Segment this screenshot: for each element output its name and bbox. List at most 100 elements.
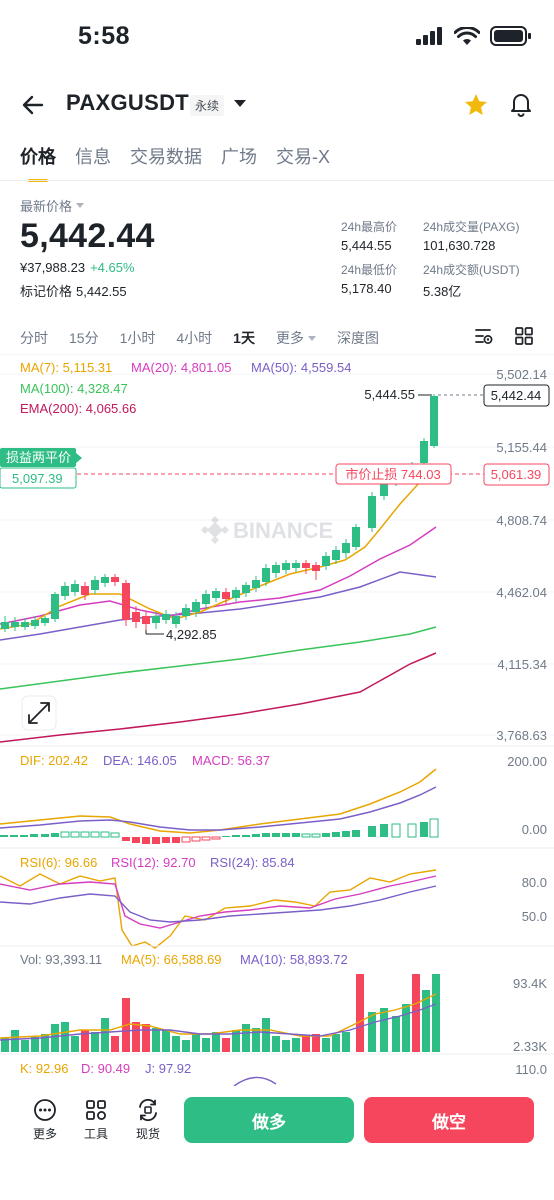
stat-turnover-value: 5.38亿 [423,284,462,299]
mark-price-value: 5,442.55 [76,284,127,299]
rsi6-line [0,869,437,949]
stat-volume-label: 24h成交量(PAXG) [423,220,520,234]
timeframe-line[interactable]: 分时 [20,330,48,346]
candle-up [242,582,250,597]
indicator-settings-icon[interactable] [474,326,494,346]
timeframe-4h[interactable]: 4小时 [176,330,213,346]
pair-title[interactable]: PAXGUSDT [66,90,190,115]
stop-loss-price-tag [483,463,550,486]
candle-up [41,616,49,626]
stat-volume: 24h成交量(PAXG) 101,630.728 [423,218,554,253]
tools-button[interactable]: 工具 [76,1098,116,1142]
macd-value-label: MACD: 56.37 [192,753,270,768]
tab-trading-x[interactable]: 交易-X [276,147,330,167]
candle-down [111,574,119,586]
candle-up [172,612,180,628]
last-price-label[interactable]: 最新价格 [20,196,155,215]
more-menu-button[interactable]: 更多 [25,1098,65,1142]
back-arrow-icon[interactable] [20,92,46,118]
mark-price: 标记价格 5,442.55 [20,281,155,300]
kdj-d-label: D: 90.49 [81,1061,130,1076]
candle-up [342,539,350,558]
volume-axis-top: 93.4K [513,976,547,991]
ma20-label: MA(20): 4,801.05 [131,360,231,375]
bottom-action-bar: 更多 工具 现货 做多 做空 [0,1088,554,1200]
timeframe-more-dropdown-icon [307,335,316,341]
wifi-icon [454,26,480,45]
ma20-line [0,526,437,625]
candle-up [212,588,220,602]
open-long-button[interactable]: 做多 [184,1097,354,1143]
status-bar: 5:58 [0,0,554,70]
candle-down [312,562,320,580]
spot-label: 现货 [135,1127,160,1141]
layout-grid-icon[interactable] [514,326,534,346]
more-menu-label: 更多 [32,1127,57,1141]
depth-chart-tab[interactable]: 深度图 [336,330,379,346]
candle-up [420,438,428,466]
stat-high-value: 5,444.55 [341,238,392,253]
candle-up [71,580,79,596]
macd-dif-line [0,768,437,834]
candle-up [1,616,9,632]
stat-high-label: 24h最高价 [341,220,398,234]
kline-chart[interactable]: BINANCE MA(7): 5,115.31 MA(20): 4,801.05… [0,354,554,1086]
open-short-button[interactable]: 做空 [364,1097,534,1143]
stop-loss-order-text: 市价止损 744.03 [345,467,440,482]
timeframe-1h[interactable]: 1小时 [119,330,156,346]
rsi12-label: RSI(12): 92.70 [111,855,196,870]
notification-bell-icon[interactable] [509,91,533,117]
tab-trading-data[interactable]: 交易数据 [130,147,202,167]
candle-up [232,587,240,602]
fullscreen-expand-icon[interactable] [21,695,57,731]
low-price-marker: 4,292.85 [166,627,217,642]
timeframe-more[interactable]: 更多 [276,328,316,348]
price-axis-label: 4,462.04 [496,585,547,600]
ema200-label: EMA(200): 4,065.66 [20,401,136,416]
ma7-line [0,468,437,630]
breakeven-tag[interactable]: 损益两平价 5,097.39 [0,448,82,489]
rsi12-line [0,875,437,929]
volume-ma10-label: MA(10): 58,893.72 [240,952,348,967]
macd-axis-zero: 0.00 [522,822,547,837]
rsi24-line [0,885,437,923]
last-price: 5,442.44 [20,217,155,255]
candle-up [272,562,280,578]
tab-square[interactable]: 广场 [221,147,257,167]
pair-dropdown-icon[interactable] [234,100,246,107]
stat-volume-value: 101,630.728 [423,238,496,253]
candle-up [31,616,39,629]
favorite-star-icon[interactable] [463,92,489,118]
kdj-j-label: J: 97.92 [145,1061,191,1076]
spot-button[interactable]: 现货 [128,1098,168,1142]
timeframe-more-label: 更多 [275,330,304,346]
tools-grid-icon [86,1100,106,1120]
candle-up [162,610,170,624]
rsi-axis-50: 50.0 [522,909,547,924]
candle-up [262,564,270,586]
candle-up [282,560,290,574]
ma100-label: MA(100): 4,328.47 [20,381,128,396]
stop-loss-order-tag[interactable] [335,463,452,485]
ma100-line [0,626,437,690]
tools-label: 工具 [83,1127,108,1141]
tabs-divider [0,180,554,181]
candle-down [81,582,89,600]
candle-up [152,612,160,629]
macd-dea-label: DEA: 146.05 [103,753,177,768]
ma50-label: MA(50): 4,559.54 [251,360,351,375]
spot-swap-icon [139,1098,157,1122]
candle-up [430,394,438,448]
timeframe-1d[interactable]: 1天 [233,330,255,346]
current-price-tag [483,384,550,407]
candle-down [142,612,150,631]
main-tabs: 价格 信息 交易数据 广场 交易-X [20,140,330,182]
tab-price[interactable]: 价格 [20,140,56,182]
candle-up [61,582,69,600]
volume-axis-bottom: 2.33K [513,1039,547,1054]
candle-up [182,604,190,620]
tab-info[interactable]: 信息 [75,147,111,167]
timeframe-15m[interactable]: 15分 [69,330,99,346]
candle-up [11,617,19,631]
contract-type-badge: 永续 [190,95,225,116]
